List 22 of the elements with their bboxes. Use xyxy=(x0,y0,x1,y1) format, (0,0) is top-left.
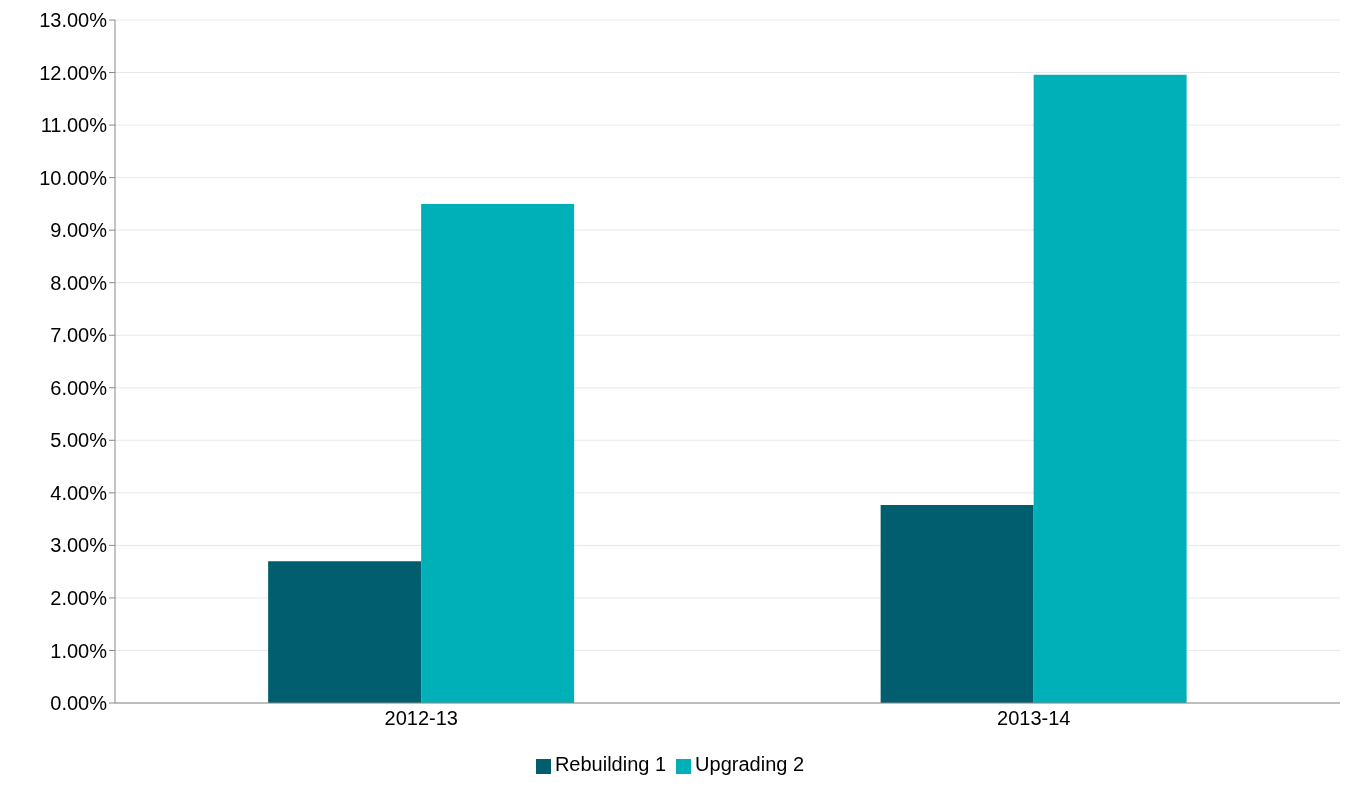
y-tick-label: 13.00% xyxy=(39,9,108,32)
y-tick-label: 6.00% xyxy=(50,376,108,399)
y-tick-label: 1.00% xyxy=(50,639,108,662)
y-tick-label: 2.00% xyxy=(50,587,108,610)
legend-label: Upgrading 2 xyxy=(695,753,805,775)
bar xyxy=(1033,74,1187,703)
bar xyxy=(268,561,422,703)
y-tick-label: 3.00% xyxy=(50,534,108,557)
y-tick-label: 8.00% xyxy=(50,271,108,294)
y-tick-label: 4.00% xyxy=(50,481,108,504)
y-tick-label: 10.00% xyxy=(39,166,108,189)
x-tick-label: 2013-14 xyxy=(997,707,1071,730)
x-tick-label: 2012-13 xyxy=(384,707,458,730)
bar xyxy=(421,203,575,703)
y-tick-label: 7.00% xyxy=(50,324,108,347)
y-tick-label: 9.00% xyxy=(50,219,108,242)
y-tick-label: 12.00% xyxy=(39,61,108,84)
y-tick-label: 5.00% xyxy=(50,429,108,452)
bar xyxy=(880,504,1034,703)
y-tick-label: 11.00% xyxy=(40,114,108,137)
y-tick-label: 0.00% xyxy=(50,692,108,715)
legend-label: Rebuilding 1 xyxy=(554,753,667,775)
